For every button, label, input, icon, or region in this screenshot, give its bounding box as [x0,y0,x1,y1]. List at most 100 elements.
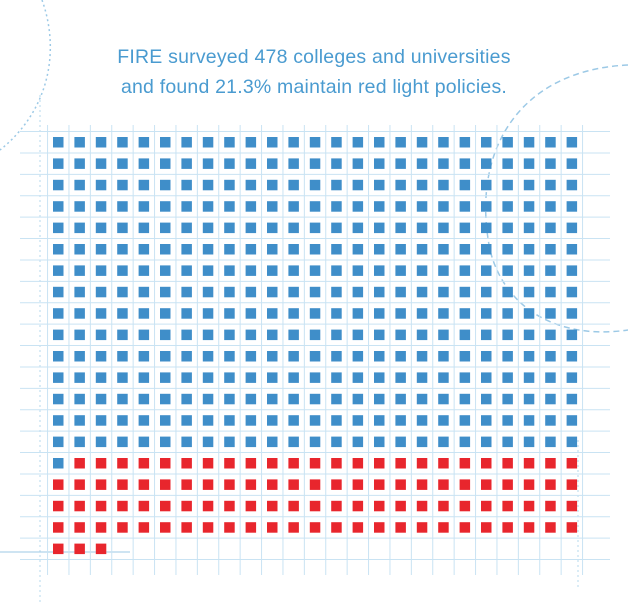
waffle-square-red-light [331,458,342,469]
waffle-square-other [74,179,85,191]
waffle-square-other [523,286,535,298]
waffle-square-other [523,329,535,341]
waffle-square-other [309,158,321,169]
waffle-square-other [309,372,321,383]
waffle-square-other [416,436,428,448]
waffle-square-other [331,179,342,191]
waffle-square-red-light [245,479,257,490]
waffle-square-other [481,415,492,426]
waffle-square-other [288,308,299,319]
waffle-square-red-light [416,479,428,490]
waffle-square-other [523,393,535,405]
waffle-square-other [459,265,471,276]
waffle-square-red-light [309,458,321,469]
waffle-square-other [502,222,513,234]
waffle-square-other [395,201,406,212]
waffle-square-red-light [95,458,107,469]
waffle-square-other [502,415,513,426]
waffle-square-other [95,415,107,426]
waffle-square-other [374,201,385,212]
waffle-square-other [331,329,342,341]
headline: FIRE surveyed 478 colleges and universit… [0,42,628,102]
waffle-square-other [224,436,235,448]
waffle-square-other [309,222,321,234]
waffle-square-other [331,393,342,405]
waffle-square-other [395,222,406,234]
waffle-square-other [523,179,535,191]
waffle-square-other [459,436,471,448]
waffle-square-red-light [138,479,150,490]
waffle-square-other [138,286,150,298]
waffle-square-other [95,137,107,148]
waffle-square-red-light [438,522,449,533]
waffle-square-other [481,308,492,319]
waffle-square-other [95,179,107,191]
waffle-square-red-light [74,500,85,512]
waffle-square-red-light [545,500,556,512]
waffle-square-other [245,351,257,362]
waffle-square-red-light [288,458,299,469]
waffle-square-other [416,265,428,276]
waffle-square-other [309,265,321,276]
waffle-square-other [138,137,150,148]
waffle-square-other [374,244,385,255]
waffle-square-other [416,137,428,148]
waffle-square-red-light [202,522,214,533]
waffle-square-other [331,222,342,234]
waffle-square-other [95,286,107,298]
waffle-square-red-light [267,479,278,490]
waffle-square-red-light [53,500,64,512]
waffle-square-other [331,265,342,276]
waffle-square-other [523,244,535,255]
waffle-square-red-light [545,479,556,490]
waffle-square-other [438,222,449,234]
waffle-square-other [224,158,235,169]
waffle-square-red-light [267,458,278,469]
waffle-square-other [288,329,299,341]
waffle-square-other [288,393,299,405]
waffle-square-other [438,393,449,405]
waffle-square-other [374,222,385,234]
waffle-square-red-light [160,458,171,469]
waffle-square-other [53,201,64,212]
waffle-square-red-light [481,500,492,512]
waffle-square-red-light [523,479,535,490]
waffle-square-red-light [523,500,535,512]
waffle-square-other [74,308,85,319]
waffle-square-other [181,393,192,405]
waffle-square-red-light [245,500,257,512]
waffle-square-other [438,286,449,298]
background-gridlines [20,125,610,575]
waffle-square-red-light [459,458,471,469]
waffle-square-other [309,415,321,426]
waffle-square-other [352,137,364,148]
waffle-square-red-light [309,479,321,490]
waffle-square-other [502,137,513,148]
waffle-square-other [288,286,299,298]
waffle-square-red-light [288,500,299,512]
waffle-square-other [95,158,107,169]
waffle-square-red-light [74,458,85,469]
waffle-square-other [374,436,385,448]
waffle-square-other [309,286,321,298]
waffle-square-other [545,137,556,148]
waffle-square-other [566,351,578,362]
waffle-square-red-light [181,522,192,533]
waffle-square-other [352,158,364,169]
waffle-square-other [267,158,278,169]
waffle-square-other [459,329,471,341]
waffle-square-other [138,201,150,212]
waffle-square-other [267,436,278,448]
waffle-square-other [224,308,235,319]
waffle-square-red-light [481,522,492,533]
waffle-square-other [138,415,150,426]
waffle-square-other [416,158,428,169]
waffle-square-other [395,436,406,448]
waffle-square-other [95,372,107,383]
waffle-square-other [267,415,278,426]
waffle-square-other [309,308,321,319]
waffle-square-other [352,265,364,276]
waffle-square-other [459,393,471,405]
waffle-square-other [117,201,128,212]
